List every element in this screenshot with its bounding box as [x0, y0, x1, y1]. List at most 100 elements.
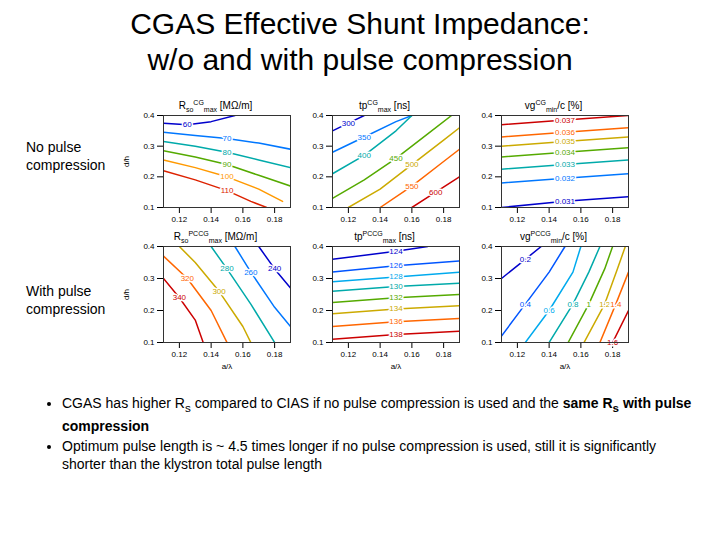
- svg-text:0.1: 0.1: [481, 203, 493, 212]
- svg-text:0.16: 0.16: [573, 350, 589, 359]
- svg-text:0.2: 0.2: [143, 306, 155, 315]
- svg-text:0.4: 0.4: [520, 300, 532, 309]
- svg-text:0.1: 0.1: [481, 338, 493, 347]
- svg-text:550: 550: [405, 182, 419, 191]
- svg-text:600: 600: [429, 188, 443, 197]
- svg-text:300: 300: [212, 287, 226, 296]
- svg-text:0.16: 0.16: [235, 215, 251, 224]
- svg-text:260: 260: [244, 268, 258, 277]
- html-text:w/o and with pulse compression: w/o and with pulse compression: [147, 43, 573, 76]
- svg-text:0.4: 0.4: [143, 111, 155, 120]
- svg-text:70: 70: [223, 134, 232, 143]
- svg-text:0.4: 0.4: [143, 242, 155, 251]
- svg-text:0.12: 0.12: [341, 215, 357, 224]
- svg-text:0.12: 0.12: [510, 215, 526, 224]
- svg-text:0.4: 0.4: [481, 111, 493, 120]
- svg-text:0.2: 0.2: [312, 172, 324, 181]
- svg-text:240: 240: [268, 264, 282, 273]
- svg-text:0.14: 0.14: [203, 215, 219, 224]
- svg-text:1.2: 1.2: [599, 300, 611, 309]
- svg-text:110: 110: [221, 186, 234, 195]
- svg-text:0.2: 0.2: [143, 172, 155, 181]
- svg-text:60: 60: [183, 120, 192, 129]
- svg-text:320: 320: [181, 274, 195, 283]
- svg-text:1.4: 1.4: [610, 300, 622, 309]
- svg-text:0.1: 0.1: [312, 338, 324, 347]
- svg-text:0.1: 0.1: [143, 203, 155, 212]
- svg-text:136: 136: [389, 317, 403, 326]
- svg-text:0.035: 0.035: [555, 137, 576, 146]
- svg-text:350: 350: [358, 133, 372, 142]
- svg-text:0.2: 0.2: [312, 306, 324, 315]
- svg-text:0.18: 0.18: [267, 350, 283, 359]
- html-text:No pulse compression: No pulse compression: [26, 139, 106, 173]
- html-text:CGAS has higher Rscompared to: CGAS has higher Rscompared to CIAS if no…: [62, 395, 692, 434]
- svg-text:134: 134: [389, 304, 403, 313]
- svg-text:0.18: 0.18: [436, 350, 452, 359]
- svg-text:d/h: d/h: [122, 156, 131, 167]
- html-text:With pulse compression: With pulse compression: [26, 283, 106, 317]
- svg-text:450: 450: [389, 154, 403, 163]
- svg-text:0.036: 0.036: [555, 128, 576, 137]
- svg-text:0.8: 0.8: [567, 300, 579, 309]
- svg-text:126: 126: [389, 261, 403, 270]
- svg-text:0.4: 0.4: [312, 111, 324, 120]
- svg-text:0.3: 0.3: [312, 274, 324, 283]
- svg-text:0.6: 0.6: [544, 306, 556, 315]
- svg-text:0.3: 0.3: [312, 142, 324, 151]
- svg-text:0.14: 0.14: [372, 350, 388, 359]
- svg-text:0.16: 0.16: [235, 350, 251, 359]
- svg-text:0.1: 0.1: [143, 338, 155, 347]
- svg-text:1: 1: [587, 300, 592, 309]
- svg-text:a/λ: a/λ: [391, 362, 402, 371]
- svg-text:100: 100: [220, 172, 234, 181]
- svg-text:0.18: 0.18: [605, 350, 621, 359]
- svg-text:0.031: 0.031: [555, 197, 576, 206]
- svg-text:0.4: 0.4: [312, 242, 324, 251]
- svg-text:0.14: 0.14: [541, 215, 557, 224]
- svg-text:0.2: 0.2: [520, 255, 532, 264]
- svg-text:300: 300: [342, 119, 356, 128]
- svg-text:500: 500: [405, 160, 419, 169]
- html-text:Optimum pulse length is ~ 4.5: Optimum pulse length is ~ 4.5 times long…: [62, 437, 657, 472]
- svg-text:130: 130: [389, 282, 403, 291]
- svg-text:0.18: 0.18: [267, 215, 283, 224]
- svg-text:0.14: 0.14: [372, 215, 388, 224]
- svg-text:0.18: 0.18: [605, 215, 621, 224]
- svg-text:0.18: 0.18: [436, 215, 452, 224]
- svg-text:0.4: 0.4: [481, 242, 493, 251]
- svg-text:124: 124: [389, 247, 403, 256]
- svg-text:0.14: 0.14: [203, 350, 219, 359]
- svg-text:0.034: 0.034: [555, 148, 576, 157]
- svg-text:d/h: d/h: [122, 289, 131, 300]
- svg-text:0.037: 0.037: [555, 116, 576, 125]
- svg-text:0.2: 0.2: [481, 172, 493, 181]
- svg-text:0.3: 0.3: [481, 274, 493, 283]
- svg-text:0.3: 0.3: [481, 142, 493, 151]
- svg-text:0.12: 0.12: [341, 350, 357, 359]
- svg-text:0.12: 0.12: [510, 350, 526, 359]
- svg-text:0.3: 0.3: [143, 142, 155, 151]
- svg-text:0.14: 0.14: [541, 350, 557, 359]
- svg-text:0.1: 0.1: [312, 203, 324, 212]
- svg-text:132: 132: [389, 293, 403, 302]
- svg-text:0.16: 0.16: [404, 215, 420, 224]
- svg-text:a/λ: a/λ: [560, 362, 571, 371]
- svg-text:0.16: 0.16: [404, 350, 420, 359]
- svg-text:80: 80: [223, 148, 232, 157]
- svg-text:128: 128: [389, 272, 403, 281]
- svg-text:400: 400: [358, 151, 372, 160]
- html-text:CGAS Effective Shunt Impedance: CGAS Effective Shunt Impedance:: [130, 7, 590, 40]
- svg-text:280: 280: [220, 264, 234, 273]
- svg-text:0.033: 0.033: [555, 160, 576, 169]
- svg-text:0.12: 0.12: [172, 350, 188, 359]
- svg-text:340: 340: [173, 293, 187, 302]
- svg-text:0.12: 0.12: [172, 215, 188, 224]
- svg-text:90: 90: [223, 160, 232, 169]
- svg-text:0.16: 0.16: [573, 215, 589, 224]
- svg-text:138: 138: [389, 330, 403, 339]
- svg-text:0.3: 0.3: [143, 274, 155, 283]
- svg-text:a/λ: a/λ: [222, 362, 233, 371]
- svg-text:0.2: 0.2: [481, 306, 493, 315]
- svg-text:0.032: 0.032: [555, 174, 576, 183]
